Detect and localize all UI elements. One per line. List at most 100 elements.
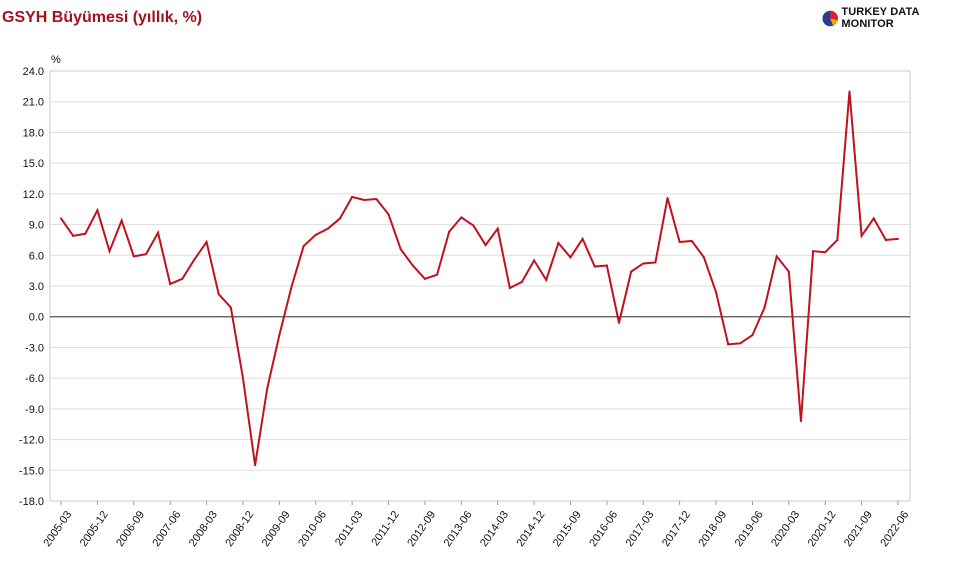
brand-logo: TURKEY DATA MONITOR	[822, 6, 970, 30]
grid-lines	[50, 70, 910, 502]
data-point	[787, 270, 790, 273]
y-tick-label: 24.0	[23, 66, 44, 78]
x-tick-label: 2017-03	[624, 509, 657, 549]
data-point	[436, 273, 439, 276]
data-point	[508, 287, 511, 290]
data-point	[84, 232, 87, 235]
y-tick-label: 0.0	[29, 312, 44, 324]
data-point	[569, 256, 572, 259]
x-tick-label: 2005-03	[41, 509, 74, 549]
y-tick-label: 21.0	[23, 97, 44, 109]
x-tick-label: 2014-03	[478, 509, 511, 549]
x-tick-label: 2017-12	[660, 509, 693, 549]
y-tick-label: -18.0	[19, 496, 44, 508]
data-point	[897, 237, 899, 240]
x-tick-label: 2020-12	[806, 509, 839, 549]
data-point	[666, 196, 669, 199]
data-point	[520, 280, 523, 283]
y-tick-label: 15.0	[23, 158, 44, 170]
data-point	[593, 265, 596, 268]
data-point	[448, 230, 451, 233]
data-point	[60, 217, 62, 220]
x-tick-label: 2018-09	[696, 509, 729, 549]
y-tick-label: -9.0	[25, 404, 44, 416]
data-point	[642, 262, 645, 265]
x-axis-ticks: 2005-03 2005-12 2006-09 2007-06 2008-03 2008-…	[41, 501, 911, 549]
x-tick-label: 2007-06	[151, 509, 184, 549]
data-point	[193, 258, 196, 261]
data-point	[278, 334, 281, 337]
data-point	[775, 255, 778, 258]
y-tick-label: 18.0	[23, 127, 44, 139]
data-point	[848, 90, 851, 93]
data-point	[241, 377, 244, 380]
data-point	[351, 195, 354, 198]
x-tick-label: 2022-06	[878, 509, 911, 549]
y-tick-label: 12.0	[23, 189, 44, 201]
data-point	[326, 227, 329, 230]
data-point	[120, 219, 123, 222]
data-point	[339, 217, 341, 220]
x-tick-label: 2008-12	[223, 509, 256, 549]
x-tick-label: 2011-03	[333, 509, 366, 548]
data-point	[72, 234, 75, 237]
y-tick-label: 9.0	[29, 220, 44, 232]
x-tick-label: 2005-12	[78, 509, 111, 549]
data-point	[678, 240, 681, 243]
data-point	[217, 293, 220, 296]
data-point	[727, 343, 730, 346]
data-point	[872, 217, 875, 220]
x-tick-label: 2021-09	[842, 509, 875, 549]
data-point	[545, 278, 548, 281]
data-point	[472, 224, 475, 227]
data-point	[715, 291, 718, 294]
data-point	[387, 213, 390, 216]
data-point	[824, 251, 827, 254]
data-point	[557, 242, 560, 244]
x-tick-label: 2013-06	[442, 509, 475, 549]
data-point	[254, 464, 257, 467]
data-points	[60, 90, 899, 467]
data-point	[690, 239, 693, 242]
data-point	[302, 245, 305, 248]
data-point	[581, 237, 584, 240]
x-tick-label: 2019-06	[733, 509, 766, 549]
y-tick-label: -6.0	[25, 373, 44, 385]
data-point	[630, 270, 633, 273]
data-point	[751, 334, 754, 337]
data-point	[266, 387, 269, 390]
chart-title: GSYH Büyümesi (yıllık, %)	[2, 9, 203, 26]
brand-name: TURKEY DATA MONITOR	[841, 6, 920, 30]
data-point	[132, 255, 135, 258]
data-point	[836, 238, 839, 241]
y-axis-label: %	[51, 54, 61, 66]
data-point	[605, 264, 608, 267]
data-point	[363, 199, 366, 201]
y-tick-label: -15.0	[19, 465, 44, 477]
data-point	[144, 253, 147, 256]
x-tick-label: 2016-06	[587, 509, 620, 549]
x-tick-label: 2012-09	[405, 509, 438, 549]
data-point	[423, 277, 426, 280]
x-tick-label: 2014-12	[514, 509, 547, 549]
data-point	[108, 250, 111, 253]
data-point	[484, 244, 487, 247]
pie-chart-icon	[822, 10, 838, 26]
y-tick-label: -12.0	[19, 435, 44, 447]
data-point	[812, 250, 815, 253]
x-tick-label: 2011-12	[369, 509, 402, 548]
data-point	[533, 259, 536, 262]
x-tick-label: 2006-09	[114, 509, 147, 549]
x-tick-label: 2008-03	[187, 509, 220, 549]
data-point	[96, 209, 99, 212]
x-tick-label: 2015-09	[551, 509, 584, 549]
data-point	[314, 233, 317, 236]
data-point	[884, 238, 887, 241]
data-point	[169, 282, 172, 285]
x-tick-label: 2010-06	[296, 509, 329, 549]
data-point	[411, 264, 414, 267]
y-tick-label: 6.0	[29, 250, 44, 262]
data-point	[290, 286, 293, 289]
data-point	[460, 216, 463, 219]
